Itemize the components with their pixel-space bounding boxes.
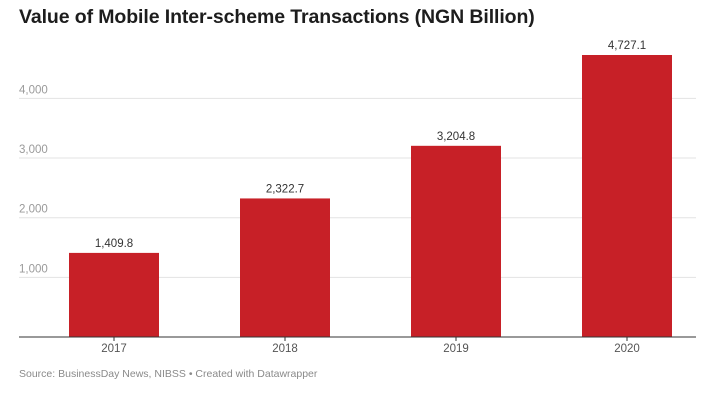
- x-tick-label: 2019: [443, 343, 469, 355]
- data-label: 3,204.8: [437, 131, 475, 143]
- x-tick-label: 2018: [272, 343, 298, 355]
- bar: [69, 252, 159, 337]
- bar: [582, 55, 672, 337]
- value-labels: 1,409.8 2,322.7 3,204.8 4,727.1: [95, 40, 646, 250]
- y-tick-label: 1,000: [19, 263, 48, 275]
- source-note: Source: BusinessDay News, NIBSS • Create…: [19, 368, 318, 380]
- y-tick-label: 4,000: [19, 84, 48, 96]
- y-tick-label: 2,000: [19, 204, 48, 216]
- x-tick-label: 2020: [614, 343, 640, 355]
- data-label: 1,409.8: [95, 238, 133, 250]
- x-tick-label: 2017: [101, 343, 127, 355]
- bar: [240, 198, 330, 337]
- data-label: 2,322.7: [266, 183, 304, 195]
- chart-title: Value of Mobile Inter-scheme Transaction…: [19, 6, 535, 28]
- x-axis: 2017 2018 2019 2020: [19, 336, 696, 355]
- bars: [69, 55, 672, 337]
- bar: [411, 145, 501, 337]
- data-label: 4,727.1: [608, 40, 646, 52]
- y-tick-label: 3,000: [19, 144, 48, 156]
